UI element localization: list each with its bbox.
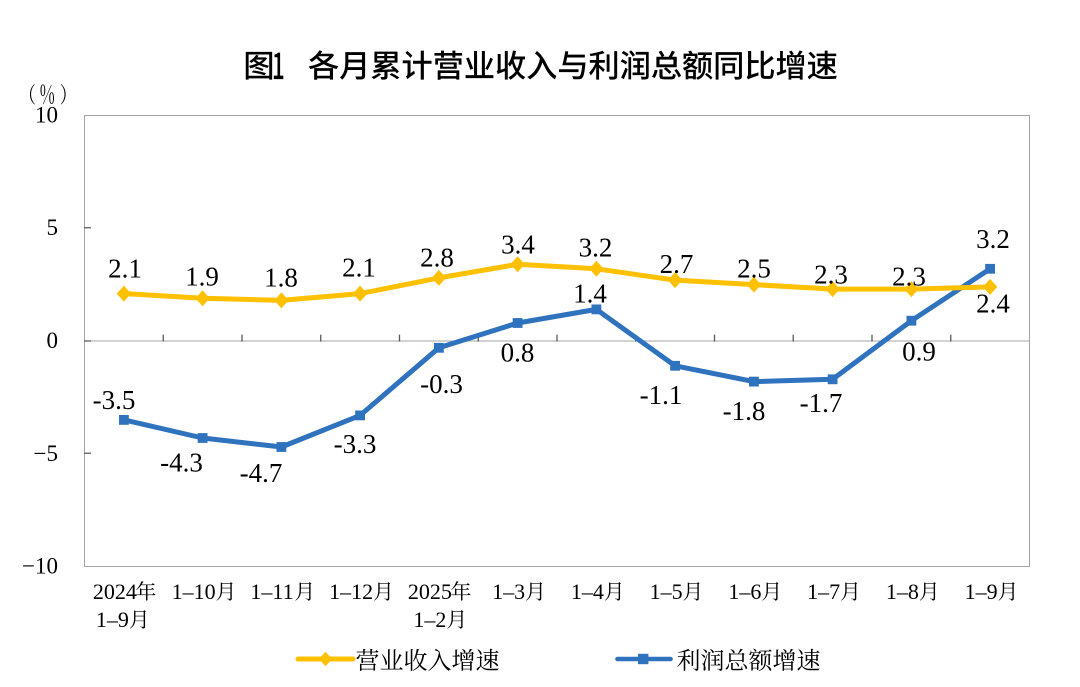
svg-text:1–6: 1–6 [728,579,761,604]
svg-text:2.3: 2.3 [814,260,848,290]
svg-text:3.4: 3.4 [501,230,535,260]
svg-text:−5: −5 [34,441,58,466]
svg-text:1–12: 1–12 [329,579,373,604]
svg-text:1–11: 1–11 [250,579,293,604]
svg-text:2025: 2025 [408,579,452,604]
svg-text:1.4: 1.4 [573,279,607,309]
svg-text:1.8: 1.8 [264,263,298,293]
svg-text:5: 5 [47,215,59,240]
svg-text:2.7: 2.7 [660,249,694,279]
svg-text:2.1: 2.1 [342,253,376,283]
svg-text:2.5: 2.5 [737,254,771,284]
svg-text:3.2: 3.2 [579,233,613,263]
svg-text:-3.5: -3.5 [93,385,136,415]
svg-text:-1.7: -1.7 [800,388,843,418]
svg-text:2.4: 2.4 [976,289,1010,319]
svg-text:1–3: 1–3 [492,579,525,604]
svg-text:0.9: 0.9 [902,337,936,367]
svg-text:2.1: 2.1 [108,254,142,284]
svg-text:2.3: 2.3 [892,262,926,292]
svg-text:-3.3: -3.3 [334,429,377,459]
svg-text:3.2: 3.2 [976,224,1010,254]
svg-text:0.8: 0.8 [501,338,535,368]
svg-text:2024: 2024 [93,579,137,604]
svg-text:1–8: 1–8 [886,579,919,604]
svg-text:-0.3: -0.3 [420,369,463,399]
svg-text:1–10: 1–10 [172,579,216,604]
svg-text:0: 0 [47,328,59,353]
svg-text:1–4: 1–4 [571,579,604,604]
svg-text:1–9: 1–9 [965,579,998,604]
svg-text:-1.1: -1.1 [640,380,683,410]
svg-text:1–2: 1–2 [413,607,446,632]
svg-text:-4.3: -4.3 [160,448,203,478]
svg-text:1–9: 1–9 [96,607,129,632]
svg-text:1–7: 1–7 [807,579,840,604]
svg-text:-1.8: -1.8 [723,396,766,426]
svg-text:10: 10 [35,103,58,128]
svg-text:1–5: 1–5 [650,579,683,604]
svg-text:-4.7: -4.7 [240,458,283,488]
svg-text:−10: −10 [22,554,58,579]
svg-text:2.8: 2.8 [420,243,454,273]
svg-text:1.9: 1.9 [185,262,219,292]
